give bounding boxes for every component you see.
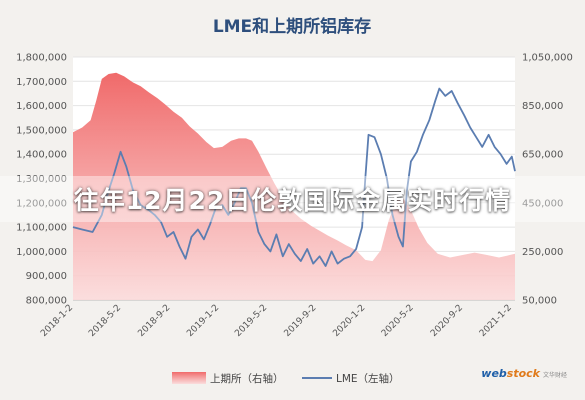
x-tick-label: 2018-5-2 <box>87 303 123 339</box>
chart-title: LME和上期所铝库存 <box>213 16 371 37</box>
left-tick-label: 1,500,000 <box>16 125 67 136</box>
legend-label-area: 上期所（右轴） <box>210 372 284 385</box>
left-tick-label: 1,100,000 <box>16 223 67 234</box>
right-tick-label: 450,000 <box>522 198 563 209</box>
left-tick-label: 1,400,000 <box>16 150 67 161</box>
left-tick-label: 1,700,000 <box>16 77 67 88</box>
line-series-layer <box>72 87 516 267</box>
series-area-shfe <box>73 72 515 300</box>
legend: 上期所（右轴） LME（左轴） <box>172 372 400 385</box>
headline-text: 往年12月22日伦敦国际金属实时行情 <box>73 186 512 215</box>
right-tick-label: 250,000 <box>522 247 563 258</box>
left-tick-label: 800,000 <box>26 296 67 307</box>
right-tick-label: 850,000 <box>522 101 563 112</box>
watermark-brand-a: web <box>481 367 507 380</box>
right-tick-label: 1,050,000 <box>522 53 573 64</box>
x-tick-label: 2020-1-2 <box>331 303 367 339</box>
x-tick-label: 2019-5-2 <box>233 303 269 339</box>
left-tick-label: 1,800,000 <box>16 53 67 64</box>
left-tick-label: 1,000,000 <box>16 247 67 258</box>
x-tick-label: 2021-1-2 <box>478 303 514 339</box>
right-tick-label: 50,000 <box>522 296 557 307</box>
left-tick-label: 900,000 <box>26 271 67 282</box>
right-tick-label: 650,000 <box>522 150 563 161</box>
legend-label-line: LME（左轴） <box>336 372 400 385</box>
left-tick-label: 1,300,000 <box>16 174 67 185</box>
x-tick-label: 2019-1-2 <box>185 303 221 339</box>
watermark-brand-b: stock <box>506 367 540 380</box>
x-tick-label: 2018-9-2 <box>136 303 172 339</box>
x-tick-label: 2018-1-2 <box>39 303 75 339</box>
watermark-sub: 文华财经 <box>542 372 567 379</box>
x-tick-label: 2020-9-2 <box>429 303 465 339</box>
x-tick-label: 2020-5-2 <box>380 303 416 339</box>
brand-watermark: web stock 文华财经 <box>481 367 567 380</box>
x-tick-label: 2019-9-2 <box>283 303 319 339</box>
series-line-lme <box>72 87 516 267</box>
left-tick-label: 1,200,000 <box>16 198 67 209</box>
legend-swatch-area <box>172 372 206 384</box>
area-series-layer <box>73 72 515 300</box>
left-tick-label: 1,600,000 <box>16 101 67 112</box>
headline-banner: 往年12月22日伦敦国际金属实时行情 <box>0 176 585 222</box>
